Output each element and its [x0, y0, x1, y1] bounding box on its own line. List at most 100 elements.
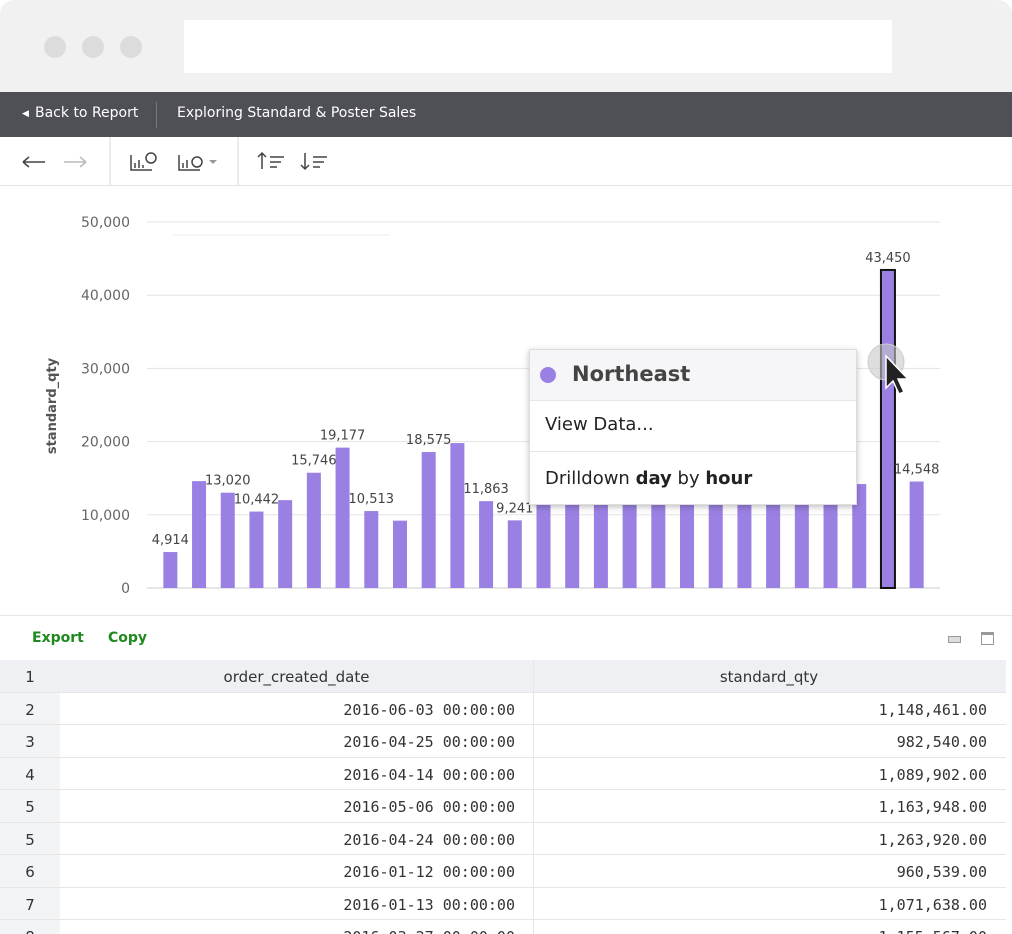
swap-chart-icon[interactable] — [191, 156, 203, 168]
data-label: 13,020 — [205, 474, 251, 489]
swap-chart-icon[interactable] — [178, 155, 200, 171]
column-divider — [533, 757, 534, 789]
column-divider — [533, 692, 534, 724]
window-dot[interactable] — [44, 36, 66, 58]
data-label: 14,548 — [894, 463, 940, 478]
cell: 2 — [25, 700, 35, 719]
table-row: 5 2016-04-24 00:00:00 1,263,920.00 — [0, 822, 1006, 855]
copy-button[interactable]: Copy — [108, 630, 148, 646]
tooltip-header: Northeast — [530, 350, 856, 401]
bar — [507, 520, 522, 588]
tooltip: Northeast View Data... Drilldown day by … — [529, 349, 857, 505]
table-row: 6 2016-01-12 00:00:00 960,539.00 — [0, 855, 1006, 888]
back-icon[interactable] — [22, 156, 45, 168]
bar — [163, 552, 178, 588]
data-table: 1 order_created_date standard_qty 2 2016-06-… — [0, 660, 1006, 934]
table-row: 3 2016-04-25 00:00:00 982,540.00 — [0, 725, 1006, 758]
cell: 982,540.00 — [896, 733, 987, 751]
nav-bar: ◀ Back to Report Exploring Standard & Po… — [0, 92, 1012, 137]
cell: 960,539.00 — [896, 863, 987, 881]
menu-item[interactable]: Drilldown day by hour — [530, 452, 856, 489]
bar — [335, 447, 350, 588]
cell: 4 — [25, 765, 35, 784]
bar — [479, 501, 494, 588]
cell: 1,155,567.00 — [533, 928, 987, 934]
bar — [565, 492, 580, 588]
y-tick-label: 50,000 — [81, 215, 130, 231]
menu-text: View Data... — [545, 414, 654, 435]
data-label: 11,863 — [463, 482, 509, 497]
y-axis-label: standard_qty — [45, 357, 60, 454]
back-arrow: ◀ — [22, 109, 29, 119]
bar — [593, 492, 608, 588]
bar — [622, 492, 637, 588]
menu-text: by — [677, 468, 700, 489]
table-row: 4 2016-04-14 00:00:00 1,089,902.00 — [0, 757, 1006, 790]
address-bar[interactable] — [184, 20, 892, 73]
table-row: 5 2016-05-06 00:00:00 1,163,948.00 — [0, 790, 1006, 823]
window-dot[interactable] — [120, 36, 142, 58]
bar — [651, 492, 666, 588]
cell: 2016-03-27 00:00:00 — [60, 928, 515, 934]
table-row: 82016-03-27 00:00:00 1,155,567.00 — [0, 920, 1006, 934]
bar — [852, 484, 867, 588]
series-name: Northeast — [572, 362, 691, 386]
cell: 2016-01-13 00:00:00 — [343, 895, 515, 914]
cell: 5 — [25, 830, 35, 849]
window-dot[interactable] — [82, 36, 104, 58]
menu-text: hour — [705, 468, 753, 489]
cell: 6 — [25, 863, 35, 881]
bar — [879, 268, 896, 589]
bar — [421, 452, 436, 588]
bar — [823, 500, 838, 588]
header-row: 1 order_created_date standard_qty — [0, 660, 1006, 693]
series-dot — [540, 367, 556, 383]
cell: 2016-04-14 00:00:00 — [343, 765, 515, 784]
cell: 1,089,902.00 — [878, 765, 987, 784]
cell: 1,148,461.00 — [878, 700, 987, 719]
sort-asc-icon[interactable] — [257, 151, 284, 169]
bar — [708, 492, 723, 588]
action-bar: Export Copy — [0, 615, 1012, 661]
y-tick-label: 20,000 — [81, 435, 130, 451]
back-link[interactable]: Back to Report — [35, 105, 139, 121]
column-divider — [533, 660, 534, 692]
cell: 1 — [25, 668, 35, 686]
table-row: 7 2016-01-13 00:00:00 1,071,638.00 — [0, 887, 1006, 920]
minimize-button[interactable] — [948, 636, 961, 643]
cell: 2016-04-25 00:00:00 — [343, 733, 515, 751]
add-chart-icon[interactable] — [130, 155, 152, 171]
data-label: 10,442 — [234, 493, 280, 508]
data-label: 4,914 — [152, 533, 189, 548]
maximize-button[interactable] — [981, 632, 994, 645]
y-tick-label: 30,000 — [81, 361, 130, 377]
chart: standard_qty 0 10,000 20,000 30,000 40,000 50… — [45, 215, 940, 597]
bar — [680, 492, 695, 588]
cell: 2016-01-12 00:00:00 — [343, 863, 515, 881]
column-divider — [533, 887, 534, 919]
bar — [450, 443, 465, 588]
data-label: 10,513 — [349, 492, 395, 507]
export-button[interactable]: Export — [32, 630, 84, 646]
column-divider — [533, 725, 534, 757]
sort-desc-icon[interactable] — [300, 153, 327, 171]
data-label: 43,450 — [865, 251, 911, 266]
bar — [766, 500, 781, 588]
menu-item[interactable]: View Data... — [530, 401, 856, 452]
add-chart-icon[interactable] — [145, 152, 157, 164]
toolbar-icons — [22, 137, 327, 185]
bar — [909, 481, 924, 588]
dropdown-caret[interactable] — [209, 160, 217, 164]
cursor-arrow — [885, 354, 910, 395]
bar — [278, 500, 293, 588]
data-label: 9,241 — [496, 501, 533, 516]
cell: 2016-04-24 00:00:00 — [343, 830, 515, 849]
cell: 3 — [25, 733, 35, 751]
y-tick-label: 40,000 — [81, 288, 130, 304]
bar — [364, 511, 379, 588]
forward-icon[interactable] — [64, 156, 87, 168]
cell: 1,163,948.00 — [878, 798, 987, 816]
column-divider — [533, 920, 534, 934]
bar — [737, 492, 752, 588]
